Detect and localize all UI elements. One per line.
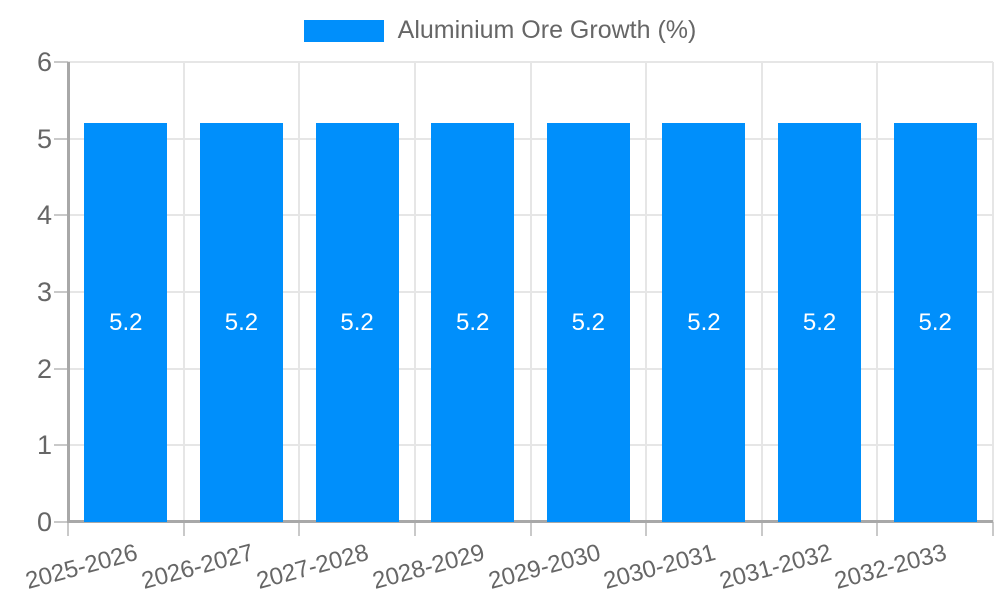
- y-axis-tick-label: 6: [36, 47, 52, 77]
- y-axis-tick-label: 2: [36, 353, 52, 384]
- y-axis-tick-label: 3: [36, 277, 52, 307]
- gridline-vertical: [992, 62, 994, 522]
- bar[interactable]: 5.2: [546, 123, 630, 522]
- y-tick-mark: [54, 137, 68, 140]
- bar-value-label: 5.2: [456, 308, 490, 336]
- gridline-vertical: [760, 62, 763, 522]
- x-axis-tick-label: 2031-2032: [716, 539, 835, 595]
- plot-area: 5.2 5.2 5.2 5.2 5.2 5.2 5.2 5.2: [54, 61, 994, 536]
- x-axis-tick-label: 2026-2027: [138, 539, 257, 595]
- y-axis-tick-label: 0: [36, 507, 52, 537]
- y-axis-tick-label: 1: [36, 430, 52, 461]
- y-axis-line: [67, 62, 70, 522]
- gridline-vertical: [645, 62, 648, 522]
- bar[interactable]: 5.2: [778, 123, 862, 522]
- y-axis-tick-label: 4: [36, 200, 52, 231]
- x-tick-mark: [760, 522, 763, 536]
- bar[interactable]: 5.2: [84, 123, 168, 522]
- legend-marker-swatch: [303, 19, 384, 42]
- y-tick-mark: [54, 444, 68, 447]
- y-tick-mark: [54, 521, 68, 523]
- bar[interactable]: 5.2: [662, 123, 746, 522]
- legend-label: Aluminium Ore Growth (%): [397, 16, 697, 44]
- bar-value-label: 5.2: [340, 308, 374, 336]
- gridline-vertical: [413, 62, 416, 522]
- gridline-vertical: [876, 62, 879, 522]
- x-axis-tick-label: 2029-2030: [485, 539, 604, 595]
- legend-item[interactable]: Aluminium Ore Growth (%): [0, 16, 1000, 45]
- bar-value-label: 5.2: [224, 308, 259, 336]
- bar[interactable]: 5.2: [315, 123, 399, 522]
- bar[interactable]: 5.2: [199, 123, 283, 522]
- x-tick-mark: [182, 522, 185, 536]
- y-tick-mark: [54, 291, 68, 293]
- gridline-vertical: [182, 62, 185, 522]
- gridline-vertical: [298, 62, 301, 522]
- x-tick-mark: [876, 522, 879, 536]
- y-tick-mark: [54, 367, 68, 370]
- bar-value-label: 5.2: [918, 308, 952, 336]
- x-tick-mark: [529, 522, 532, 536]
- x-tick-mark: [992, 522, 994, 536]
- x-axis-tick-label: 2025-2026: [22, 539, 141, 595]
- x-axis-tick-label: 2030-2031: [600, 539, 719, 595]
- bar-value-label: 5.2: [109, 308, 143, 336]
- bar[interactable]: 5.2: [893, 123, 977, 522]
- x-tick-mark: [413, 522, 416, 536]
- y-axis-tick-label: 5: [36, 123, 52, 154]
- gridline-vertical: [529, 62, 532, 522]
- bar-value-label: 5.2: [571, 308, 605, 336]
- x-tick-mark: [298, 522, 301, 536]
- bar[interactable]: 5.2: [431, 123, 515, 522]
- x-axis-tick-label: 2027-2028: [253, 539, 372, 595]
- x-axis-line: [67, 520, 993, 523]
- x-tick-mark: [645, 522, 648, 536]
- x-axis-tick-label: 2028-2029: [369, 539, 488, 595]
- y-tick-mark: [54, 214, 68, 217]
- x-tick-mark: [67, 522, 69, 536]
- x-axis-tick-label: 2032-2033: [832, 539, 950, 595]
- bar-value-label: 5.2: [687, 308, 721, 336]
- bar-value-label: 5.2: [802, 308, 837, 336]
- y-tick-mark: [54, 61, 68, 63]
